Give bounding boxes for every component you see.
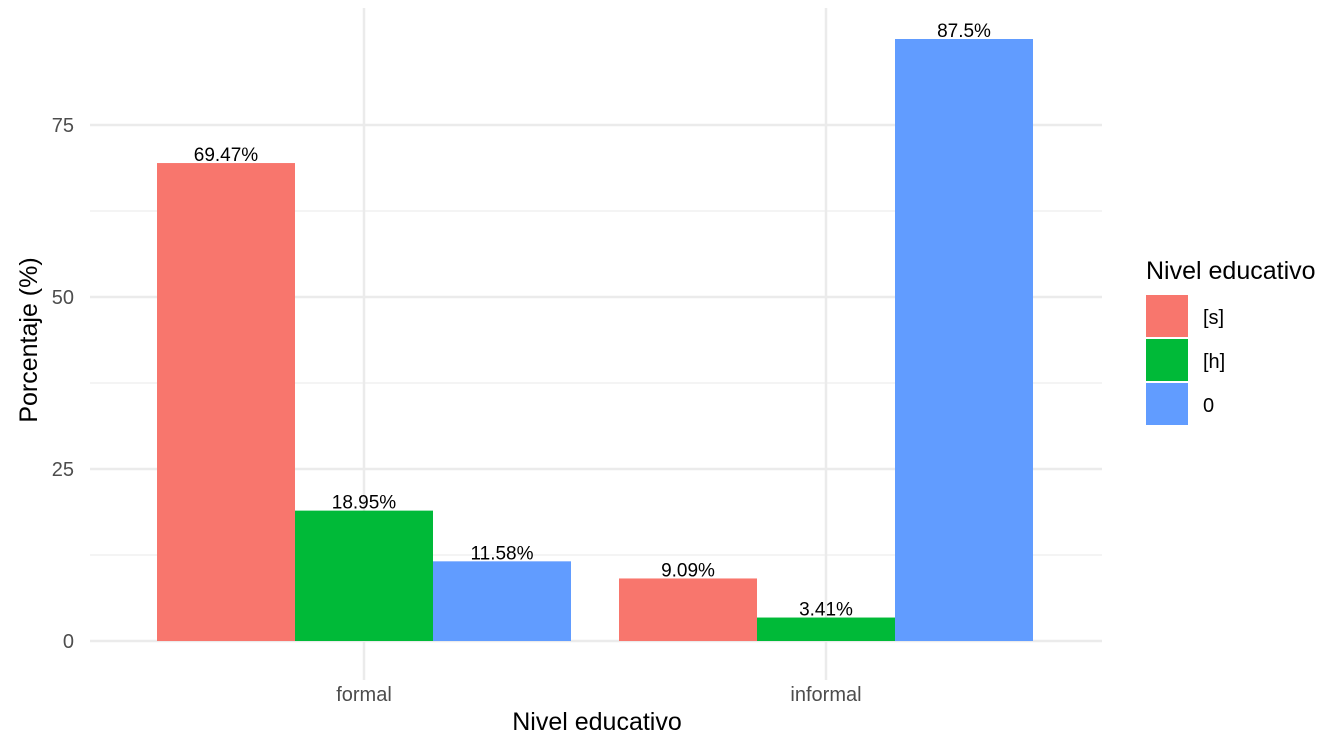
x-axis-title: Nivel educativo xyxy=(512,708,682,736)
x-axis-ticks: formal informal xyxy=(336,684,861,706)
y-axis-title: Porcentaje (%) xyxy=(15,257,43,422)
bar-formal-1 xyxy=(295,510,433,641)
legend-title: Nivel educativo xyxy=(1146,257,1316,285)
y-tick-label: 0 xyxy=(63,631,74,653)
data-label: 11.58% xyxy=(470,543,533,564)
y-tick-label: 25 xyxy=(52,459,74,481)
legend-item: [h] xyxy=(1146,339,1225,381)
data-label: 69.47% xyxy=(194,145,259,166)
legend-swatch xyxy=(1146,339,1188,381)
data-label: 3.41% xyxy=(799,600,853,621)
data-label: 87.5% xyxy=(937,21,991,42)
data-labels: 69.47% 18.95% 11.58% 9.09% 3.41% 87.5% xyxy=(194,21,991,621)
x-tick-label: formal xyxy=(336,684,392,706)
legend-item: 0 xyxy=(1146,383,1214,425)
bar-informal-0 xyxy=(619,578,757,641)
legend-label: [h] xyxy=(1203,351,1225,373)
bars xyxy=(157,39,1033,642)
y-tick-label: 50 xyxy=(52,287,74,309)
data-label: 9.09% xyxy=(661,560,715,581)
legend-label: [s] xyxy=(1203,307,1224,329)
x-tick-label: informal xyxy=(790,684,861,706)
legend: Nivel educativo [s] [h] 0 xyxy=(1146,257,1316,425)
y-axis-ticks: 0 25 50 75 xyxy=(52,115,74,653)
legend-swatch xyxy=(1146,295,1188,337)
legend-swatch xyxy=(1146,383,1188,425)
data-label: 18.95% xyxy=(332,493,397,514)
y-tick-label: 75 xyxy=(52,115,74,137)
bar-formal-0 xyxy=(157,163,295,642)
legend-label: 0 xyxy=(1203,395,1214,417)
bar-informal-2 xyxy=(895,39,1033,641)
legend-item: [s] xyxy=(1146,295,1224,337)
bar-formal-2 xyxy=(433,561,571,641)
bar-informal-1 xyxy=(757,617,895,641)
